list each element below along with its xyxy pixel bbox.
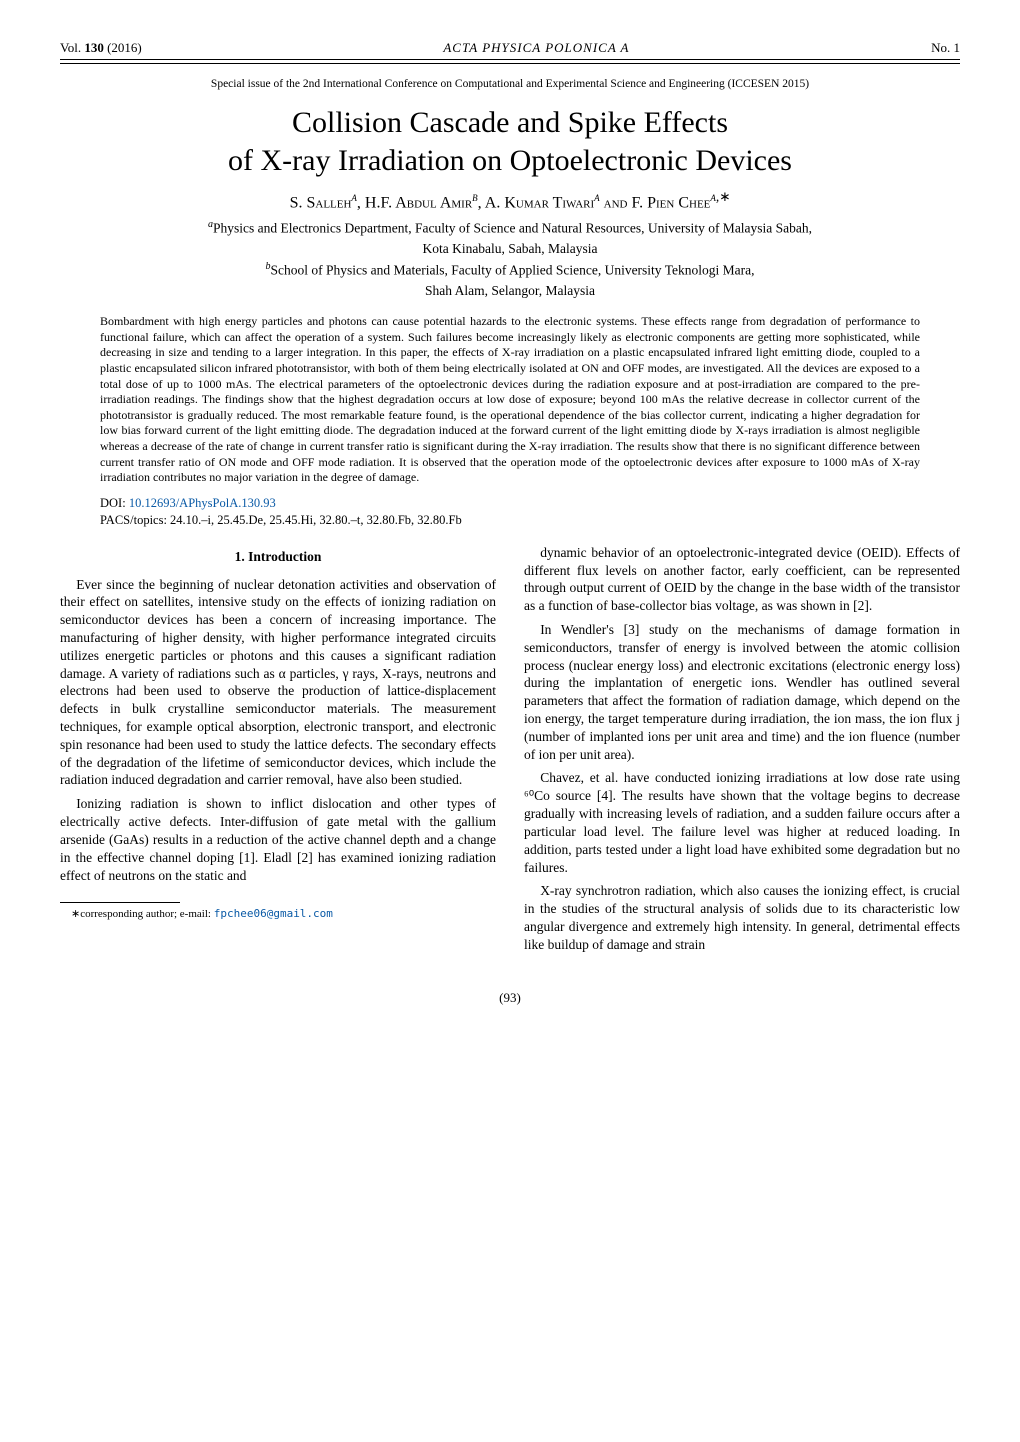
- doi-link[interactable]: 10.12693/APhysPolA.130.93: [129, 496, 276, 510]
- affiliation-b: bSchool of Physics and Materials, Facult…: [60, 260, 960, 280]
- right-column: dynamic behavior of an optoelectronic-in…: [524, 544, 960, 960]
- footnote-marker: ∗: [71, 908, 80, 920]
- volume-label: Vol.: [60, 40, 81, 55]
- right-paragraph-3: Chavez, et al. have conducted ionizing i…: [524, 769, 960, 876]
- affiliation-a: aPhysics and Electronics Department, Fac…: [60, 218, 960, 238]
- author-list: S. Salleha, H.F. Abdul Amirb, A. Kumar T…: [60, 189, 960, 212]
- affiliation-b-line2: Shah Alam, Selangor, Malaysia: [60, 282, 960, 300]
- footnote-text: corresponding author; e-mail:: [80, 908, 211, 920]
- left-column: 1. Introduction Ever since the beginning…: [60, 544, 496, 960]
- doi-label: DOI:: [100, 496, 126, 510]
- header-rule-top: [60, 59, 960, 60]
- page-number: (93): [60, 990, 960, 1006]
- footnote-email-link[interactable]: fpchee06@gmail.com: [214, 907, 333, 920]
- footnote-rule: [60, 902, 180, 903]
- doi-line: DOI: 10.12693/APhysPolA.130.93: [100, 496, 920, 511]
- two-column-body: 1. Introduction Ever since the beginning…: [60, 544, 960, 960]
- right-paragraph-2: In Wendler's [3] study on the mechanisms…: [524, 621, 960, 764]
- page-container: Vol. 130 (2016) ACTA PHYSICA POLONICA A …: [0, 0, 1020, 1046]
- left-paragraph-2: Ionizing radiation is shown to inflict d…: [60, 795, 496, 884]
- title-line-2: of X-ray Irradiation on Optoelectronic D…: [228, 144, 792, 177]
- header-volume: Vol. 130 (2016): [60, 40, 142, 56]
- special-issue-note: Special issue of the 2nd International C…: [60, 78, 960, 90]
- left-paragraph-1: Ever since the beginning of nuclear deto…: [60, 576, 496, 790]
- right-paragraph-4: X-ray synchrotron radiation, which also …: [524, 882, 960, 953]
- section-1-heading: 1. Introduction: [60, 548, 496, 566]
- affiliation-a-line2: Kota Kinabalu, Sabah, Malaysia: [60, 240, 960, 258]
- corresponding-author-footnote: ∗corresponding author; e-mail: fpchee06@…: [60, 907, 496, 922]
- title-line-1: Collision Cascade and Spike Effects: [292, 106, 728, 139]
- issue-number: No. 1: [931, 40, 960, 56]
- pacs-line: PACS/topics: 24.10.–i, 25.45.De, 25.45.H…: [100, 513, 920, 528]
- volume-number: 130: [84, 40, 104, 55]
- volume-year: (2016): [107, 40, 142, 55]
- affil-b-text: School of Physics and Materials, Faculty…: [271, 263, 755, 278]
- journal-name: ACTA PHYSICA POLONICA A: [443, 40, 629, 56]
- abstract-text: Bombardment with high energy particles a…: [100, 314, 920, 486]
- running-header: Vol. 130 (2016) ACTA PHYSICA POLONICA A …: [60, 40, 960, 56]
- affil-a-text: Physics and Electronics Department, Facu…: [213, 221, 812, 236]
- right-paragraph-1: dynamic behavior of an optoelectronic-in…: [524, 544, 960, 615]
- article-title: Collision Cascade and Spike Effects of X…: [60, 104, 960, 179]
- header-rule-bottom: [60, 63, 960, 64]
